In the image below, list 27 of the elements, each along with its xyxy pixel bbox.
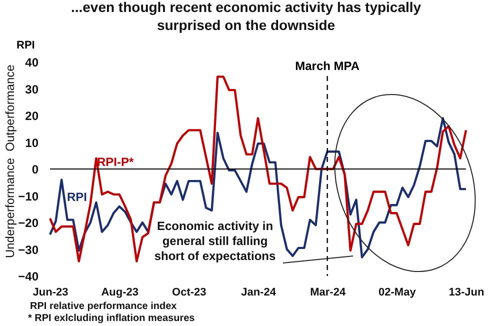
- ref-line-label: March MPA: [295, 59, 360, 73]
- x-tick-label: Aug-23: [101, 286, 138, 298]
- y-tick-label: 0: [32, 162, 39, 176]
- text: Outperformance: [3, 64, 17, 152]
- x-tick-label: Mar-24: [310, 286, 346, 298]
- x-tick-label: Oct-23: [172, 286, 206, 298]
- y-tick-label: 20: [25, 109, 39, 123]
- x-tick-label: Jun-23: [32, 286, 68, 298]
- y-tick-label: −40: [18, 270, 39, 284]
- y-tick-label: 10: [25, 136, 39, 150]
- annotation: Economic activity in general still falling short of expectations: [154, 219, 276, 263]
- x-tick-label: 13-Jun: [448, 286, 484, 298]
- y-tick-label: −10: [18, 189, 39, 204]
- text: RPI relative performance index: [30, 301, 178, 312]
- text: * RPI exlcluding inflation measures: [28, 313, 196, 324]
- x-tick-label: 02-May: [378, 286, 417, 298]
- line-series: [48, 76, 468, 262]
- y-tick-label: 30: [25, 82, 39, 96]
- y-tick-label: −30: [18, 242, 39, 257]
- y-tick-label: −20: [18, 216, 39, 230]
- series-label: RPI-P*: [97, 155, 134, 169]
- chart-title: ...even though recent economic activity has typically surprised on the downside: [70, 0, 422, 33]
- y-axis-title: RPI: [16, 40, 35, 52]
- y-tick-label: 40: [25, 56, 39, 70]
- series-label: RPI: [67, 190, 88, 204]
- text: Underperformance: [3, 158, 17, 258]
- x-tick-label: Jan-24: [241, 286, 277, 298]
